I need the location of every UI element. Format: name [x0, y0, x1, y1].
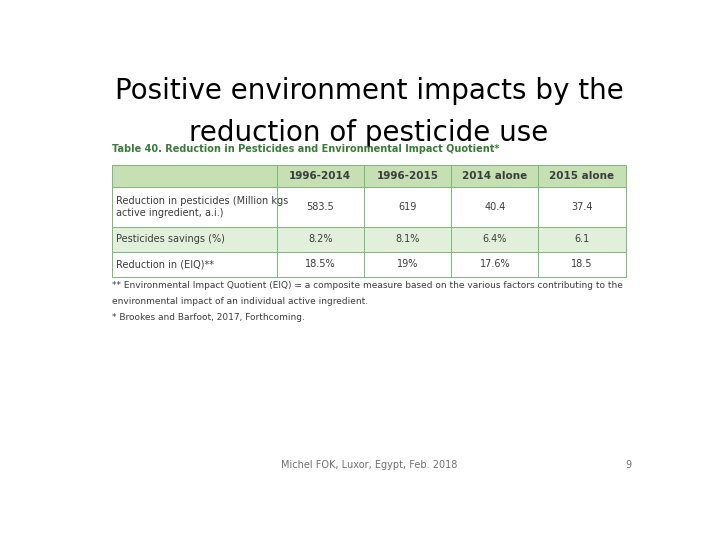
FancyBboxPatch shape [451, 165, 539, 187]
Text: 37.4: 37.4 [571, 202, 593, 212]
FancyBboxPatch shape [364, 187, 451, 227]
FancyBboxPatch shape [276, 187, 364, 227]
FancyBboxPatch shape [451, 187, 539, 227]
Text: 18.5%: 18.5% [305, 259, 336, 269]
FancyBboxPatch shape [539, 187, 626, 227]
FancyBboxPatch shape [451, 227, 539, 252]
Text: 19%: 19% [397, 259, 418, 269]
Text: 8.2%: 8.2% [308, 234, 333, 245]
Text: 6.4%: 6.4% [482, 234, 507, 245]
FancyBboxPatch shape [276, 165, 364, 187]
Text: Reduction in (EIQ)**: Reduction in (EIQ)** [116, 259, 215, 269]
Text: 2014 alone: 2014 alone [462, 171, 527, 181]
Text: 17.6%: 17.6% [480, 259, 510, 269]
Text: reduction of pesticide use: reduction of pesticide use [189, 119, 549, 147]
FancyBboxPatch shape [276, 252, 364, 277]
Text: environmental impact of an individual active ingredient.: environmental impact of an individual ac… [112, 297, 369, 306]
Text: 1996-2015: 1996-2015 [377, 171, 438, 181]
FancyBboxPatch shape [364, 252, 451, 277]
FancyBboxPatch shape [112, 252, 276, 277]
FancyBboxPatch shape [451, 252, 539, 277]
FancyBboxPatch shape [112, 165, 276, 187]
FancyBboxPatch shape [112, 227, 276, 252]
Text: Pesticides savings (%): Pesticides savings (%) [116, 234, 225, 245]
Text: Positive environment impacts by the: Positive environment impacts by the [114, 77, 624, 105]
Text: * Brookes and Barfoot, 2017, Forthcoming.: * Brookes and Barfoot, 2017, Forthcoming… [112, 313, 305, 322]
FancyBboxPatch shape [112, 187, 276, 227]
Text: Reduction in pesticides (Million kgs
active ingredient, a.i.): Reduction in pesticides (Million kgs act… [116, 196, 289, 218]
Text: 619: 619 [398, 202, 417, 212]
FancyBboxPatch shape [539, 252, 626, 277]
Text: 40.4: 40.4 [484, 202, 505, 212]
Text: 18.5: 18.5 [571, 259, 593, 269]
FancyBboxPatch shape [539, 165, 626, 187]
FancyBboxPatch shape [539, 227, 626, 252]
Text: 583.5: 583.5 [306, 202, 334, 212]
Text: 6.1: 6.1 [575, 234, 590, 245]
Text: 1996-2014: 1996-2014 [289, 171, 351, 181]
Text: ** Environmental Impact Quotient (EIQ) = a composite measure based on the variou: ** Environmental Impact Quotient (EIQ) =… [112, 281, 624, 290]
Text: Michel FOK, Luxor, Egypt, Feb. 2018: Michel FOK, Luxor, Egypt, Feb. 2018 [281, 460, 457, 470]
Text: Table 40. Reduction in Pesticides and Environmental Impact Quotient*: Table 40. Reduction in Pesticides and En… [112, 144, 500, 154]
Text: 2015 alone: 2015 alone [549, 171, 615, 181]
Text: 8.1%: 8.1% [395, 234, 420, 245]
Text: 9: 9 [625, 460, 631, 470]
FancyBboxPatch shape [364, 227, 451, 252]
FancyBboxPatch shape [276, 227, 364, 252]
FancyBboxPatch shape [364, 165, 451, 187]
